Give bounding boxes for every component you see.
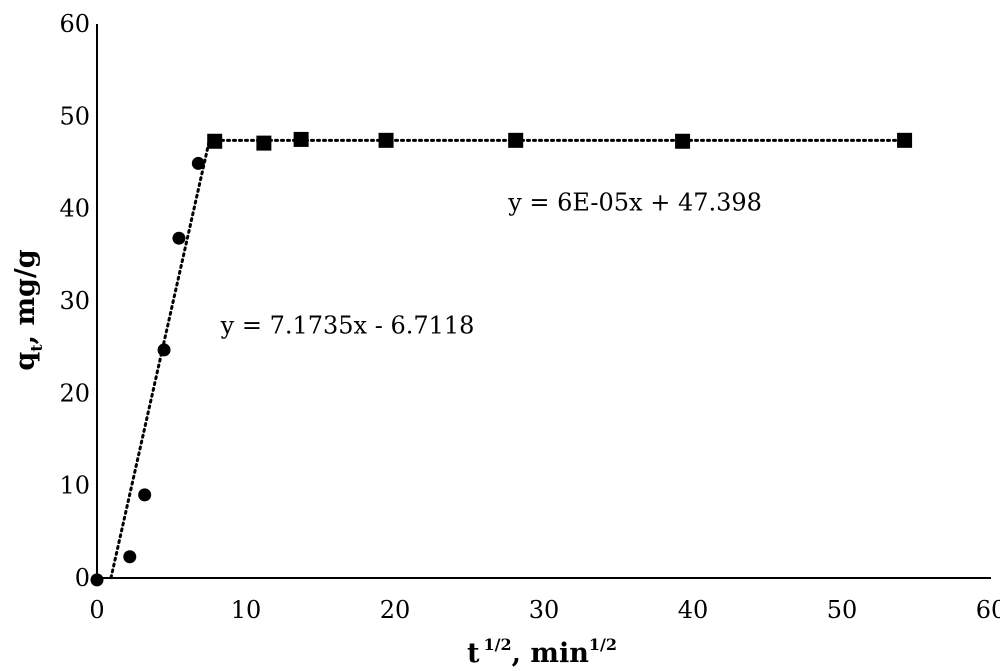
x-tick-label: 30	[529, 596, 560, 624]
x-tick-label: 40	[678, 596, 709, 624]
y-axis-title: qt, mg/g	[10, 249, 46, 370]
y-tick-label: 0	[75, 564, 90, 592]
x-tick-label: 50	[827, 596, 858, 624]
circle-point	[157, 343, 171, 357]
y-tick-label: 10	[59, 472, 90, 500]
trendline-1	[109, 138, 211, 580]
square-point	[256, 135, 272, 151]
circle-point	[123, 550, 137, 564]
x-axis-title-sup: 1/2	[484, 635, 512, 654]
x-axis-title-sup2: 1/2	[589, 635, 617, 654]
square-point	[207, 133, 223, 149]
x-tick-label: 60	[976, 596, 1000, 624]
plot-area	[96, 24, 991, 579]
y-tick-label: 40	[59, 195, 90, 223]
x-axis-title: t 1/2, min1/2	[467, 635, 617, 669]
y-axis-title-main: q	[10, 352, 41, 371]
y-axis-title-rest: , mg/g	[10, 249, 41, 344]
data-markers	[90, 131, 913, 587]
x-tick-label: 0	[89, 596, 104, 624]
circle-point	[172, 231, 186, 245]
trendline-equations: y = 7.1735x - 6.7118 y = 6E-05x + 47.398	[220, 189, 762, 340]
x-tick-label: 20	[380, 596, 411, 624]
square-point	[508, 132, 524, 148]
circle-point	[191, 156, 205, 170]
circle-point	[138, 488, 152, 502]
circle-point	[90, 573, 104, 587]
x-axis-title-rest: , min	[512, 638, 590, 669]
y-tick-label: 20	[59, 379, 90, 407]
square-point	[293, 131, 309, 147]
square-point	[897, 132, 913, 148]
y-tick-label: 50	[59, 102, 90, 130]
y-tick-label: 30	[59, 287, 90, 315]
x-axis-title-main: t	[467, 638, 480, 669]
y-tick-labels: 0 10 20 30 40 50 60	[59, 10, 90, 592]
y-tick-label: 60	[59, 10, 90, 38]
trendlines	[109, 138, 907, 580]
square-point	[378, 132, 394, 148]
trendline-equation-1: y = 7.1735x - 6.7118	[220, 311, 475, 339]
x-tick-label: 10	[231, 596, 262, 624]
x-tick-labels: 0 10 20 30 40 50 60	[89, 596, 1000, 624]
trendline-equation-2: y = 6E-05x + 47.398	[507, 189, 762, 217]
square-point	[675, 133, 691, 149]
y-axis-title-sub: t	[27, 344, 46, 352]
